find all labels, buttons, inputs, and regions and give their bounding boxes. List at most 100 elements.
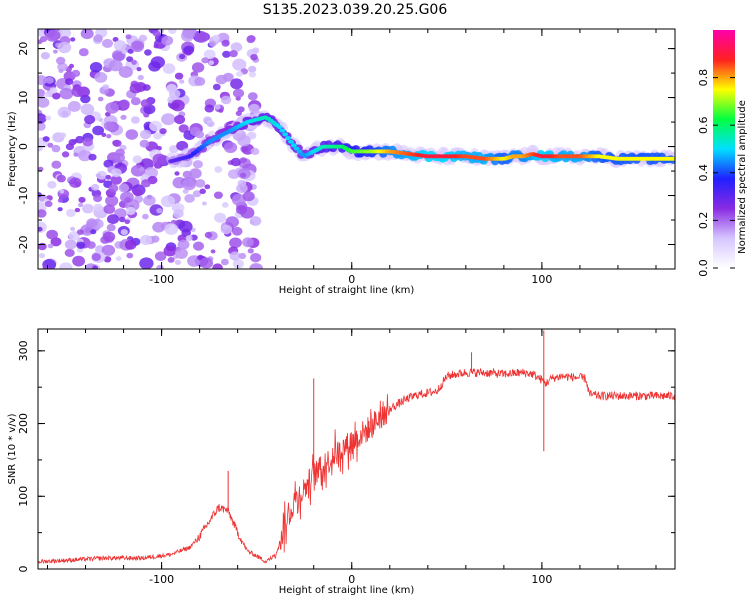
noise-blob (161, 35, 174, 46)
noise-blob (173, 209, 184, 219)
noise-blob (139, 257, 154, 269)
noise-blob (49, 87, 58, 94)
noise-blob (174, 72, 184, 80)
noise-blob (38, 253, 46, 259)
noise-blob (215, 74, 228, 85)
noise-blob (89, 61, 103, 73)
noise-blob (168, 29, 177, 35)
noise-blob (82, 203, 94, 214)
noise-blob (174, 171, 180, 176)
noise-blob (232, 259, 244, 269)
noise-blob (140, 99, 150, 108)
x-tick-label: -100 (149, 273, 174, 286)
noise-blob (240, 206, 255, 219)
noise-blob (88, 153, 97, 161)
noise-blob (221, 39, 230, 47)
noise-blob (194, 31, 209, 43)
noise-blob (53, 49, 58, 54)
noise-blob (221, 258, 229, 266)
noise-blob (125, 34, 132, 40)
noise-blob (246, 36, 255, 44)
noise-blob (179, 79, 185, 84)
noise-blob (58, 29, 72, 39)
noise-blob (152, 221, 166, 233)
noise-blob (144, 49, 152, 56)
noise-blob (57, 207, 63, 212)
noise-blob (220, 224, 233, 235)
noise-blob (130, 40, 145, 52)
noise-blob (78, 48, 89, 57)
noise-blob (90, 229, 97, 235)
noise-blob (204, 231, 213, 239)
noise-blob (78, 149, 92, 162)
noise-blob (131, 60, 137, 65)
noise-blob (118, 183, 130, 193)
noise-blob (38, 88, 46, 98)
noise-blob (214, 104, 221, 110)
noise-blob (182, 188, 189, 194)
noise-blob (38, 75, 48, 86)
noise-blob (231, 226, 243, 236)
noise-blob (189, 168, 202, 179)
noise-blob (65, 143, 74, 151)
noise-blob (118, 99, 130, 109)
noise-blob (92, 125, 104, 136)
snr-content (38, 330, 675, 565)
noise-blob (42, 136, 50, 142)
noise-blob (204, 184, 211, 190)
noise-blob (112, 37, 119, 42)
noise-blob (185, 50, 192, 56)
noise-blob (222, 50, 231, 58)
noise-blob (156, 208, 163, 214)
noise-blob (67, 101, 81, 112)
noise-blob (153, 44, 159, 49)
y-tick-label: 300 (17, 340, 30, 361)
noise-blob (84, 114, 96, 125)
noise-blob (72, 255, 85, 267)
noise-blob (74, 207, 81, 213)
noise-blob (214, 166, 223, 173)
noise-blob (170, 99, 185, 112)
noise-blob (51, 144, 61, 153)
y-tick-label: 0 (17, 566, 30, 573)
noise-blob (51, 160, 62, 169)
noise-blob (232, 58, 247, 71)
noise-blob (102, 38, 113, 48)
noise-blob (70, 226, 76, 231)
noise-blob (143, 195, 156, 206)
noise-blob (56, 56, 66, 65)
noise-blob (193, 241, 204, 251)
noise-blob (126, 252, 134, 259)
noise-blob (102, 231, 116, 242)
noise-blob (182, 29, 197, 39)
noise-blob (92, 265, 98, 269)
noise-blob (43, 92, 50, 98)
noise-blob (110, 175, 122, 185)
noise-blob (131, 116, 140, 124)
noise-blob (64, 248, 75, 257)
noise-blob (240, 172, 247, 178)
noise-blob (47, 243, 54, 249)
noise-blob (195, 179, 206, 188)
y-tick-label: 0 (17, 143, 30, 150)
noise-blob (42, 265, 50, 269)
noise-blob (38, 209, 47, 218)
noise-blob (139, 167, 145, 172)
noise-blob (249, 263, 264, 269)
noise-blob (142, 84, 151, 91)
y-tick-label: 10 (17, 91, 30, 105)
noise-blob (137, 74, 144, 81)
noise-blob (124, 240, 137, 250)
noise-blob (178, 220, 193, 233)
noise-blob (154, 251, 167, 261)
noise-blob (45, 76, 54, 84)
noise-blob (121, 49, 127, 54)
colorbar-tick-label: 0.8 (697, 69, 710, 87)
snr-panel: -100 0 100 0 100 200 300 Height of straight lin… (7, 328, 676, 596)
colorbar: 0.0 0.2 0.4 0.6 0.8 Normalized spectral ampli… (697, 30, 748, 277)
noise-blob (249, 216, 262, 226)
noise-blob (40, 52, 50, 60)
noise-blob (150, 235, 160, 243)
noise-blob (132, 155, 143, 164)
spectrogram-content (38, 29, 675, 269)
